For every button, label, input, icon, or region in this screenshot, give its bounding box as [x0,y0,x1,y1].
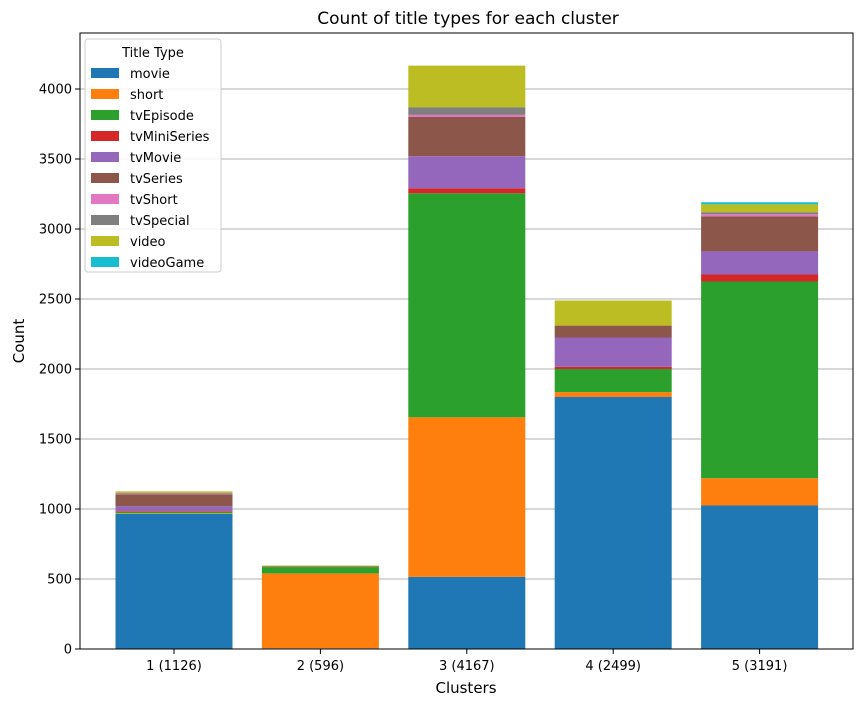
bar-segment-tvEpisode [261,567,379,574]
legend-label-short: short [130,88,163,103]
legend-swatch-short [91,89,119,99]
legend: Title Type movie short tvEpisode tvMiniSeri… [84,38,222,273]
y-tick-label: 3500 [39,153,72,168]
legend-swatch-movie [91,68,119,78]
legend-swatch-tvSeries [91,173,119,183]
bar-segment-short [261,573,379,649]
legend-title: Title Type [121,46,184,61]
bar-segment-tvSeries [261,566,379,568]
legend-swatch-tvShort [91,194,119,204]
bar-segment-tvSpecial [115,492,233,494]
legend-swatch-tvMovie [91,152,119,162]
bar-segment-tvSeries [408,117,526,157]
bar-segment-movie [408,576,526,649]
bar-segment-tvMovie [408,156,526,189]
bar-segment-tvMovie [115,506,233,512]
bar-segment-movie [115,513,233,649]
x-tick-label: 2 (596) [297,659,344,674]
legend-label-tvMiniSeries: tvMiniSeries [130,130,210,145]
x-tick-label: 5 (3191) [732,659,788,674]
legend-label-movie: movie [130,67,170,82]
bar-segment-tvSpecial [701,212,819,215]
bar-segment-short [554,392,672,397]
y-tick-label: 1000 [39,503,72,518]
legend-swatch-tvMiniSeries [91,131,119,141]
bar-segment-tvMiniSeries [701,274,819,282]
bar-segment-tvSeries [554,325,672,338]
x-tick-label: 3 (4167) [439,659,495,674]
bar-segment-video [261,565,379,567]
y-tick-label: 2000 [39,363,72,378]
legend-label-videoGame: videoGame [130,256,204,271]
bar-segment-tvMiniSeries [554,366,672,369]
y-tick-label: 2500 [39,293,72,308]
bar-segment-tvMiniSeries [408,188,526,194]
legend-label-tvMovie: tvMovie [130,151,181,166]
bar-segment-short [115,513,233,514]
y-tick-label: 3000 [39,223,72,238]
bar-segment-tvEpisode [408,193,526,418]
legend-label-tvSeries: tvSeries [130,172,183,187]
bar-segment-movie [554,397,672,649]
bar-segment-tvSeries [701,216,819,252]
bar-segment-video [701,204,819,213]
bar-segment-videoGame [701,202,819,205]
bar-segment-movie [701,505,819,649]
bar-segment-tvShort [701,214,819,217]
y-axis-label: Count [10,319,28,364]
x-axis-ticks: 1 (1126) 2 (596) 3 (4167) 4 (2499) 5 (3191) [146,649,787,674]
chart-title: Count of title types for each cluster [317,9,619,29]
bar-segment-tvSpecial [408,107,526,115]
bars [115,65,819,649]
legend-label-tvSpecial: tvSpecial [130,214,190,229]
y-tick-label: 0 [64,643,72,658]
legend-swatch-tvEpisode [91,110,119,120]
bar-segment-tvMiniSeries [115,511,233,512]
bar-segment-tvEpisode [115,511,233,514]
y-tick-label: 500 [47,573,72,588]
bar-segment-video [554,300,672,326]
y-tick-label: 1500 [39,433,72,448]
y-tick-label: 4000 [39,83,72,98]
legend-label-video: video [130,235,166,250]
bar-segment-short [701,478,819,506]
bar-segment-tvShort [408,114,526,117]
bar-segment-tvShort [115,493,233,495]
legend-label-tvShort: tvShort [130,193,178,208]
x-axis-label: Clusters [435,679,496,697]
bar-segment-video [408,65,526,108]
legend-swatch-video [91,236,119,246]
bar-segment-tvEpisode [554,369,672,393]
bar-segment-tvSeries [115,494,233,507]
bar-segment-tvMovie [701,251,819,275]
bar-segment-tvMovie [554,337,672,367]
legend-label-tvEpisode: tvEpisode [130,109,194,124]
legend-swatch-tvSpecial [91,215,119,225]
legend-swatch-videoGame [91,257,119,267]
bar-segment-tvEpisode [701,281,819,479]
bar-segment-video [115,491,233,493]
x-tick-label: 4 (2499) [585,659,641,674]
x-tick-label: 1 (1126) [146,659,202,674]
y-axis-ticks: 0 500 1000 1500 2000 2500 3000 3500 4000 [39,83,80,658]
bar-segment-short [408,417,526,577]
